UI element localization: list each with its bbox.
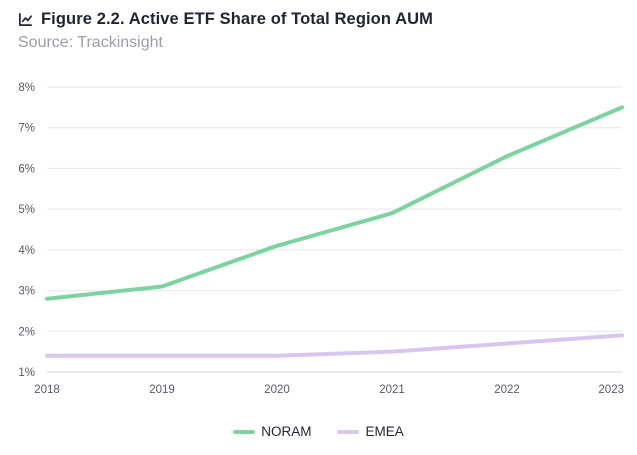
legend-swatch — [337, 429, 360, 434]
chart-header: Figure 2.2. Active ETF Share of Total Re… — [18, 8, 433, 30]
gridlines — [47, 86, 622, 373]
chart-subtitle: Source: Trackinsight — [18, 34, 163, 51]
legend-item-noram[interactable]: NORAM — [233, 424, 311, 439]
x-tick-label: 2023 — [598, 384, 624, 396]
chart-title: Figure 2.2. Active ETF Share of Total Re… — [41, 9, 433, 28]
y-tick-label: 3% — [18, 286, 35, 298]
y-tick-label: 1% — [18, 367, 35, 379]
x-axis-ticks: 2018 2019 2020 2021 2022 2023 — [34, 384, 624, 396]
y-tick-label: 4% — [18, 245, 35, 257]
legend-label: EMEA — [365, 424, 404, 439]
chart-legend: NORAM EMEA — [0, 424, 637, 439]
x-tick-label: 2018 — [34, 384, 60, 396]
legend-item-emea[interactable]: EMEA — [337, 424, 404, 439]
legend-label: NORAM — [261, 424, 312, 439]
y-tick-label: 5% — [18, 204, 35, 216]
chart-icon — [19, 12, 32, 26]
x-tick-label: 2020 — [264, 384, 290, 396]
series-lines — [45, 105, 624, 358]
y-tick-label: 7% — [18, 123, 35, 135]
series-line-emea — [45, 333, 624, 358]
y-tick-label: 6% — [18, 163, 35, 175]
series-line-noram — [45, 105, 624, 301]
x-tick-label: 2021 — [379, 384, 405, 396]
y-axis-ticks: 1% 2% 3% 4% 5% 6% 7% 8% — [18, 82, 35, 379]
legend-swatch — [233, 429, 256, 434]
x-tick-label: 2019 — [149, 384, 175, 396]
y-tick-label: 8% — [18, 82, 35, 94]
y-tick-label: 2% — [18, 326, 35, 338]
x-tick-label: 2022 — [494, 384, 520, 396]
